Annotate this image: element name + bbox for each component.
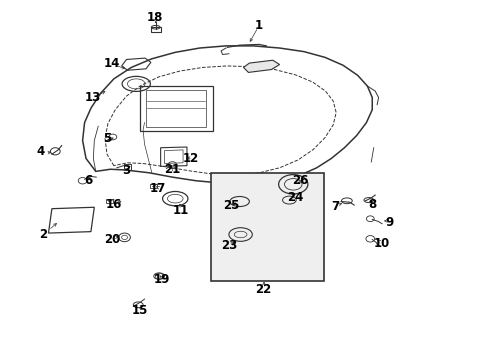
Text: 5: 5: [102, 132, 111, 145]
Text: 17: 17: [149, 182, 165, 195]
Bar: [151, 27, 160, 32]
Text: 2: 2: [40, 228, 47, 241]
Bar: [150, 184, 157, 188]
Text: 6: 6: [84, 174, 92, 187]
Text: 14: 14: [103, 57, 120, 69]
Text: 8: 8: [367, 198, 376, 211]
Bar: [106, 199, 113, 203]
Text: 15: 15: [132, 304, 148, 317]
Text: 25: 25: [222, 199, 239, 212]
Text: 20: 20: [103, 233, 120, 246]
Bar: [123, 163, 131, 170]
Text: 21: 21: [164, 163, 180, 176]
Text: 19: 19: [153, 273, 169, 286]
Text: 3: 3: [122, 164, 130, 177]
Text: 9: 9: [385, 216, 393, 229]
Text: 26: 26: [291, 174, 307, 187]
Bar: [211, 173, 324, 281]
Text: 16: 16: [105, 198, 122, 211]
Text: 23: 23: [220, 239, 237, 252]
Text: 1: 1: [255, 19, 263, 32]
Text: 7: 7: [330, 200, 339, 213]
Text: 10: 10: [373, 237, 389, 250]
Text: 13: 13: [84, 91, 101, 104]
Text: 18: 18: [146, 11, 163, 24]
Text: 24: 24: [286, 192, 303, 204]
Text: 12: 12: [183, 152, 199, 165]
Polygon shape: [243, 60, 279, 72]
Text: 11: 11: [173, 204, 189, 217]
Text: 22: 22: [254, 283, 271, 296]
Text: 4: 4: [37, 145, 45, 158]
